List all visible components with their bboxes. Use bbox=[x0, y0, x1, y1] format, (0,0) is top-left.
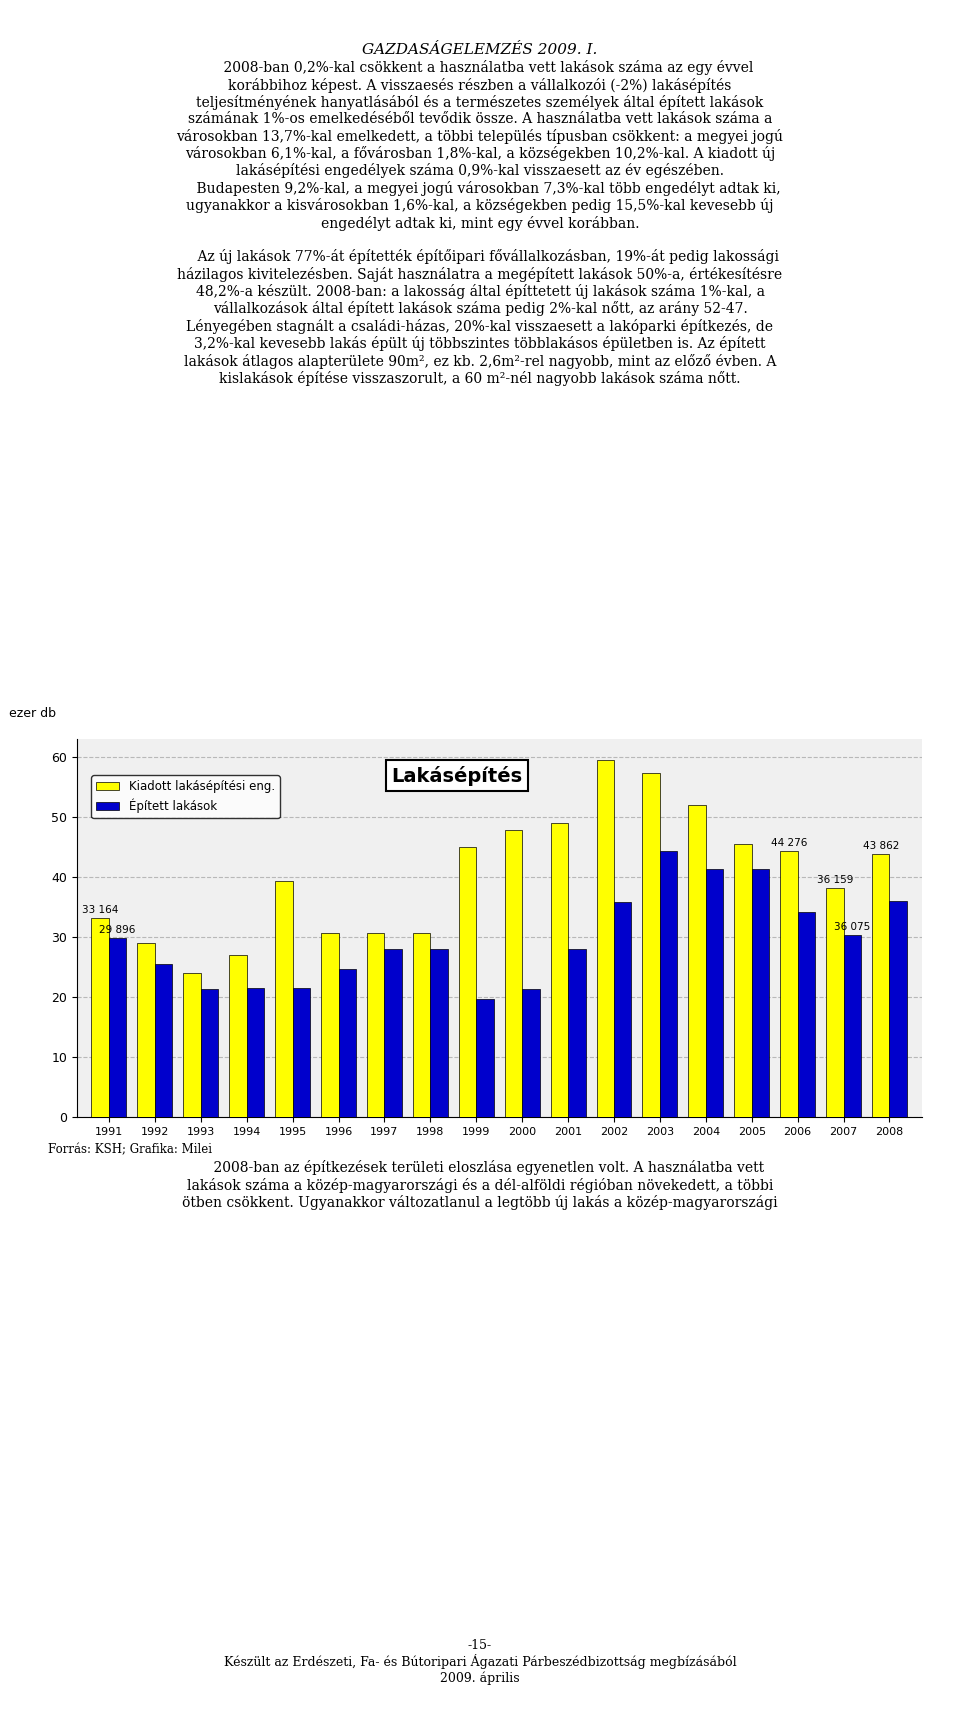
Bar bbox=[339, 970, 356, 1117]
Bar bbox=[137, 944, 155, 1117]
Text: 36 159: 36 159 bbox=[817, 875, 853, 885]
Bar bbox=[476, 999, 493, 1117]
Bar bbox=[614, 902, 632, 1117]
Bar bbox=[890, 901, 907, 1117]
Bar bbox=[642, 774, 660, 1117]
Bar bbox=[551, 823, 568, 1117]
Bar bbox=[413, 933, 430, 1117]
Legend: Kiadott lakásépítési eng., Épített lakások: Kiadott lakásépítési eng., Épített lakás… bbox=[91, 775, 279, 818]
Bar bbox=[734, 844, 752, 1117]
Bar bbox=[780, 851, 798, 1117]
Bar bbox=[505, 830, 522, 1117]
Text: ezer db: ezer db bbox=[10, 707, 57, 720]
Bar bbox=[183, 973, 201, 1117]
Bar bbox=[201, 990, 218, 1117]
Text: 33 164: 33 164 bbox=[82, 906, 118, 915]
Bar bbox=[247, 988, 264, 1117]
Bar bbox=[688, 804, 706, 1117]
Text: 44 276: 44 276 bbox=[771, 839, 807, 849]
Text: GAZDASÁGELEMZÉS 2009. I.: GAZDASÁGELEMZÉS 2009. I. bbox=[362, 43, 598, 57]
Bar bbox=[384, 949, 402, 1117]
Bar bbox=[827, 889, 844, 1117]
Bar bbox=[872, 854, 890, 1117]
Text: Forrás: KSH; Grafika: Milei: Forrás: KSH; Grafika: Milei bbox=[48, 1143, 212, 1157]
Bar bbox=[798, 913, 815, 1117]
Bar bbox=[522, 990, 540, 1117]
Bar bbox=[367, 933, 384, 1117]
Bar bbox=[229, 956, 247, 1117]
Bar bbox=[108, 939, 127, 1117]
Bar bbox=[155, 964, 172, 1117]
Bar bbox=[706, 870, 723, 1117]
Bar bbox=[321, 933, 339, 1117]
Text: Lakásépítés: Lakásépítés bbox=[392, 765, 522, 786]
Bar bbox=[568, 949, 586, 1117]
Bar bbox=[459, 847, 476, 1117]
Bar bbox=[596, 760, 614, 1117]
Bar bbox=[752, 870, 769, 1117]
Bar bbox=[276, 880, 293, 1117]
Bar bbox=[293, 988, 310, 1117]
Bar bbox=[91, 918, 108, 1117]
Text: 29 896: 29 896 bbox=[100, 925, 136, 935]
Text: 36 075: 36 075 bbox=[834, 923, 871, 932]
Text: 43 862: 43 862 bbox=[862, 841, 899, 851]
Text: -15-
Készült az Erdészeti, Fa- és Bútoripari Ágazati Párbeszédbizottság megbízás: -15- Készült az Erdészeti, Fa- és Bútori… bbox=[224, 1638, 736, 1685]
Bar bbox=[660, 851, 678, 1117]
Bar bbox=[430, 949, 447, 1117]
Text: 2008-ban az építkezések területi eloszlása egyenetlen volt. A használatba vett
l: 2008-ban az építkezések területi eloszlá… bbox=[182, 1160, 778, 1210]
Bar bbox=[844, 935, 861, 1117]
Text: 2008-ban 0,2%-kal csökkent a használatba vett lakások száma az egy évvel
korábbi: 2008-ban 0,2%-kal csökkent a használatba… bbox=[177, 60, 783, 387]
